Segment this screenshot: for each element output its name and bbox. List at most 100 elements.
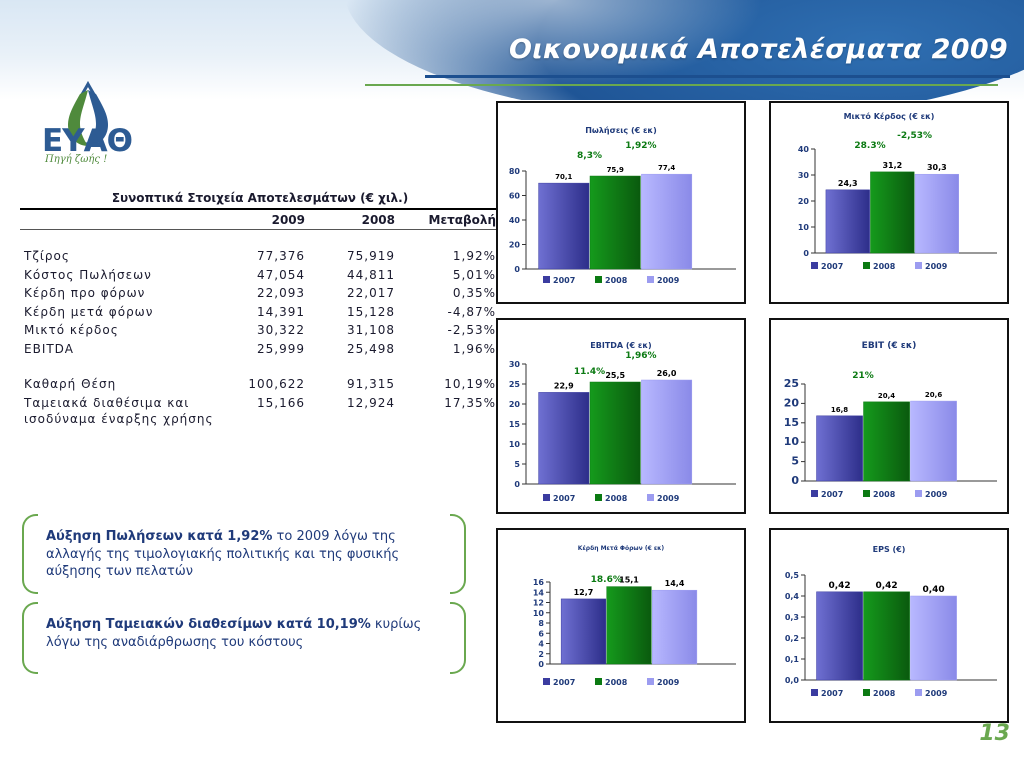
y-tick-label: 80 [509, 167, 521, 176]
cell-2009: 47,054 [257, 267, 305, 282]
legend-swatch-2009 [915, 689, 922, 696]
growth-annotation: 11.4% [574, 367, 605, 377]
cell-2008: 91,315 [347, 377, 395, 392]
y-tick-label: 16 [533, 578, 545, 587]
y-tick-label: 0,2 [785, 634, 799, 643]
bar-2008 [863, 591, 910, 681]
y-tick-label: 15 [509, 420, 521, 429]
table-header-row: 2009 2008 Μεταβολή [20, 210, 500, 230]
cell-2009: 77,376 [257, 249, 305, 264]
bar-2008 [589, 175, 641, 270]
y-tick-label: 10 [784, 435, 800, 448]
note-bracket-left [22, 514, 38, 594]
header-cell-change: Μεταβολή [428, 212, 497, 227]
chart-eps-svg: EPS (€) 0,0 0,1 0,2 0,3 0,4 0,5 0,42 0,42 0,40 200… [785, 545, 997, 698]
bar-2008 [863, 401, 910, 482]
cell-2008: 22,017 [347, 286, 395, 301]
growth-annotation: 18.6% [591, 575, 622, 585]
y-tick-label: 0 [514, 265, 520, 274]
legend-label: 2009 [657, 494, 680, 503]
note-bracket-right [450, 514, 466, 594]
chart-ebit-svg: EBIT (€ εκ) 0 5 10 15 20 25 16,8 20,4 20,6 21% 2007… [784, 341, 997, 499]
table-row: Μικτό κέρδος 30,322 31,108 -2,53% [20, 321, 500, 340]
bar-2009 [910, 595, 957, 681]
note-text: κυρίως λόγω της αναδιάρθρωσης του κόστου… [46, 617, 422, 650]
cell-2008: 75,919 [347, 249, 395, 264]
table-row: Ταμειακά διαθέσιμα και 15,166 12,924 17,35% [20, 394, 500, 413]
y-tick-label: 14 [533, 588, 545, 597]
y-tick-label: 20 [798, 197, 810, 206]
y-tick-label: 5 [791, 455, 799, 468]
bar-2008 [589, 381, 641, 485]
growth-annotation: 28.3% [854, 141, 885, 151]
row-label-continuation: ισοδύναμα έναρξης χρήσης [24, 412, 214, 426]
table-caption: Συνοπτικά Στοιχεία Αποτελεσμάτων (€ χιλ.… [20, 191, 500, 210]
table-row: EBITDA 25,999 25,498 1,96% [20, 340, 500, 359]
y-tick-label: 20 [509, 241, 521, 250]
legend-swatch-2007 [811, 490, 818, 497]
legend-swatch-2008 [595, 276, 602, 283]
y-tick-label: 40 [509, 216, 521, 225]
legend-swatch-2008 [863, 689, 870, 696]
cell-change: -4,87% [447, 304, 496, 319]
legend-swatch-2009 [915, 262, 922, 269]
y-tick-label: 0,4 [785, 592, 800, 601]
y-tick-label: 6 [538, 629, 544, 638]
data-label: 0,42 [875, 581, 897, 591]
legend-label: 2008 [605, 494, 628, 503]
legend-swatch-2009 [915, 490, 922, 497]
cell-2009: 14,391 [257, 304, 305, 319]
cell-2009: 100,622 [248, 377, 305, 392]
note-sales-growth: Αύξηση Πωλήσεων κατά 1,92% το 2009 λόγω … [46, 528, 446, 581]
y-tick-label: 30 [509, 360, 521, 369]
legend-label: 2007 [553, 678, 575, 687]
cell-2008: 44,811 [347, 267, 395, 282]
y-tick-label: 40 [798, 145, 810, 154]
chart-title: Κέρδη Μετά Φόρων (€ εκ) [578, 545, 665, 552]
bar-2009 [641, 379, 693, 485]
y-tick-label: 25 [509, 380, 521, 389]
cell-change: 5,01% [452, 267, 496, 282]
data-label: 12,7 [574, 588, 594, 597]
note-bracket-right [450, 602, 466, 674]
y-tick-label: 12 [533, 599, 544, 608]
bar-2007 [825, 189, 870, 254]
data-label: 15,1 [619, 576, 639, 585]
bar-2009 [651, 589, 698, 665]
header-band [0, 0, 1024, 100]
table-row: Κόστος Πωλήσεων 47,054 44,811 5,01% [20, 266, 500, 285]
legend-swatch-2008 [595, 678, 602, 685]
y-tick-label: 0,0 [785, 676, 800, 685]
chart-ebitda-svg: EBITDA (€ εκ) 0 5 10 15 20 25 30 22,9 25,5 26,0 11.… [509, 341, 736, 503]
growth-annotation: 8,3% [577, 151, 602, 161]
table-row: Τζίρος 77,376 75,919 1,92% [20, 247, 500, 266]
data-label: 16,8 [831, 406, 848, 414]
data-label: 24,3 [838, 179, 858, 188]
chart-gross-profit-svg: Μικτό Κέρδος (€ εκ) 0 10 20 30 40 24,3 31,2 30,3… [798, 111, 997, 271]
data-label: 31,2 [882, 161, 902, 170]
data-label: 0,42 [828, 581, 850, 591]
y-tick-label: 25 [784, 377, 799, 390]
cell-change: -2,53% [447, 323, 496, 338]
y-tick-label: 0,5 [785, 571, 800, 580]
legend-label: 2008 [605, 276, 628, 285]
chart-title: EPS (€) [873, 545, 906, 554]
legend-label: 2007 [821, 689, 843, 698]
table-gap [20, 230, 500, 247]
legend-label: 2009 [925, 262, 948, 271]
logo-wordmark: ΕΥΑΘ [42, 123, 133, 159]
cell-2009: 25,999 [257, 341, 305, 356]
row-label: Κέρδη μετά φόρων [24, 304, 154, 319]
row-label: EBITDA [24, 341, 74, 356]
cell-2008: 15,128 [347, 304, 395, 319]
table-gap [20, 358, 500, 375]
cell-2009: 22,093 [257, 286, 305, 301]
cell-change: 1,92% [452, 249, 496, 264]
y-tick-label: 4 [538, 640, 544, 649]
legend-label: 2007 [821, 490, 843, 499]
chart-sales-svg: Πωλήσεις (€ εκ) 0 20 40 60 80 70,1 75,9 77,4 8,3%… [509, 126, 736, 285]
y-tick-label: 30 [798, 171, 810, 180]
bar-2008 [870, 171, 915, 254]
legend-label: 2007 [821, 262, 843, 271]
